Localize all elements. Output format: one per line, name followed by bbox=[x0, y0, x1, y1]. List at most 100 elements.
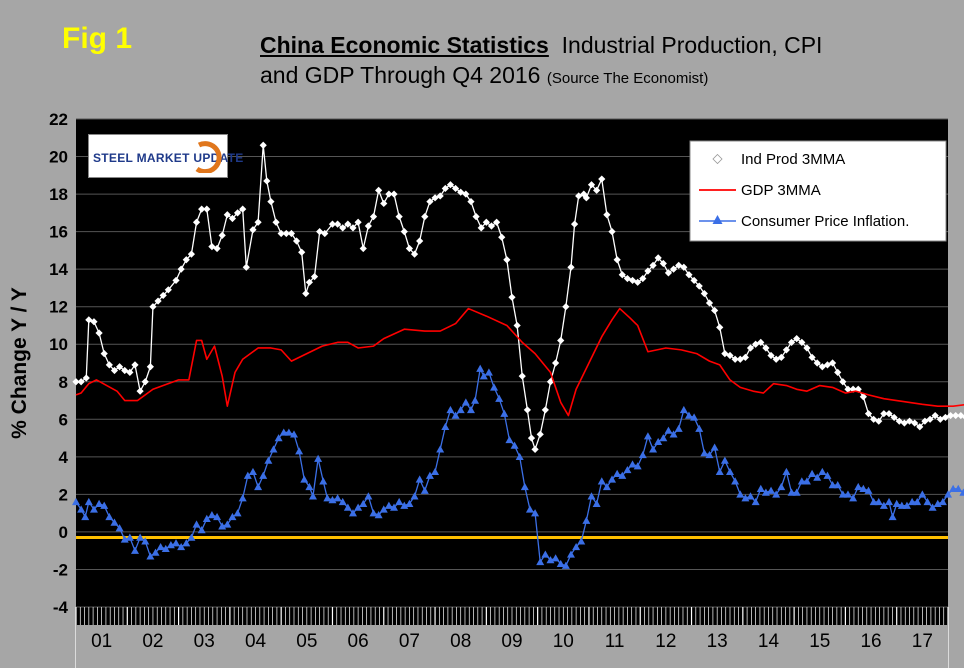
legend-marker-cpi bbox=[712, 215, 723, 224]
cpi-point bbox=[314, 454, 323, 462]
ind-prod-point bbox=[100, 350, 108, 358]
cpi-point bbox=[818, 467, 827, 476]
ind-prod-point bbox=[675, 261, 683, 269]
ind-prod-point bbox=[762, 344, 770, 352]
cpi-point bbox=[828, 481, 837, 489]
cpi-point bbox=[849, 494, 858, 502]
cpi-point bbox=[541, 550, 550, 558]
ind-prod-point bbox=[808, 353, 816, 361]
cpi-point bbox=[338, 497, 347, 506]
ind-prod-point bbox=[870, 415, 878, 423]
cpi-point bbox=[928, 503, 937, 511]
cpi-point bbox=[854, 482, 863, 491]
x-tick-label: 09 bbox=[501, 631, 522, 652]
ind-prod-point bbox=[421, 213, 429, 221]
cpi-point bbox=[505, 435, 514, 444]
ind-prod-point bbox=[503, 256, 511, 264]
cpi-point bbox=[923, 497, 932, 506]
cpi-point bbox=[892, 499, 901, 507]
ind-prod-point bbox=[482, 218, 490, 226]
cpi-point bbox=[556, 559, 565, 568]
cpi-point bbox=[290, 430, 298, 438]
ind-prod-point bbox=[644, 267, 652, 275]
legend-box bbox=[689, 140, 947, 242]
cpi-point bbox=[690, 413, 699, 421]
cpi-point bbox=[782, 467, 791, 476]
ind-prod-point bbox=[787, 338, 796, 346]
ind-prod-point bbox=[711, 306, 719, 315]
x-tick-label: 13 bbox=[707, 631, 728, 652]
x-tick-label: 15 bbox=[809, 631, 830, 652]
cpi-point bbox=[746, 492, 755, 500]
cpi-point bbox=[348, 509, 357, 517]
ind-prod-point bbox=[957, 411, 964, 420]
cpi-point bbox=[374, 511, 383, 519]
cpi-point bbox=[525, 505, 534, 513]
cpi-point bbox=[684, 411, 693, 419]
cpi-point bbox=[425, 471, 434, 479]
cpi-point bbox=[390, 503, 399, 511]
y-tick-label: 6 bbox=[59, 410, 68, 429]
ind-prod-point bbox=[385, 190, 393, 198]
ind-prod-point bbox=[603, 211, 611, 219]
cpi-point bbox=[130, 546, 139, 554]
x-tick-label: 03 bbox=[194, 631, 215, 652]
ind-prod-point bbox=[685, 271, 693, 279]
legend: Ind Prod 3MMA GDP 3MMA Consumer Price In… bbox=[689, 140, 947, 242]
cpi-point bbox=[254, 482, 263, 491]
cpi-point bbox=[248, 467, 257, 476]
cpi-point bbox=[295, 447, 304, 455]
cpi-point bbox=[136, 533, 145, 541]
cpi-point bbox=[446, 405, 455, 414]
ind-prod-point bbox=[552, 359, 560, 367]
cpi-point bbox=[792, 488, 801, 496]
ind-prod-point bbox=[198, 205, 206, 213]
cpi-point bbox=[451, 411, 460, 419]
cpi-point bbox=[197, 526, 206, 534]
cpi-point bbox=[838, 490, 847, 498]
series-line-gdp bbox=[75, 307, 964, 417]
ind-prod-point bbox=[462, 190, 470, 198]
cpi-point bbox=[100, 501, 109, 509]
series-layer bbox=[72, 141, 964, 569]
chart-title-line2: and GDP Through Q4 2016 (Source The Econ… bbox=[260, 62, 708, 89]
ind-prod-point bbox=[895, 417, 903, 425]
cpi-point bbox=[664, 426, 673, 434]
cpi-point bbox=[84, 497, 93, 506]
ind-prod-point bbox=[316, 228, 324, 236]
cpi-point bbox=[628, 460, 637, 468]
ind-prod-point bbox=[498, 233, 506, 241]
cpi-point bbox=[933, 499, 942, 507]
ind-prod-point bbox=[116, 363, 124, 371]
ind-prod-point bbox=[493, 218, 501, 226]
cpi-point bbox=[461, 398, 470, 406]
cpi-point bbox=[959, 488, 964, 496]
cpi-point bbox=[305, 482, 314, 491]
cpi-point bbox=[597, 477, 606, 485]
ind-prod-point bbox=[527, 434, 536, 442]
ind-prod-point bbox=[598, 175, 606, 183]
series-gdp bbox=[75, 307, 964, 417]
chart-title-line2-text: and GDP Through Q4 2016 bbox=[260, 62, 541, 88]
cpi-point bbox=[536, 557, 545, 566]
ind-prod-point bbox=[777, 353, 785, 361]
ind-prod-point bbox=[239, 205, 247, 213]
cpi-point bbox=[874, 497, 883, 506]
ind-prod-point bbox=[639, 274, 647, 283]
cpi-point bbox=[343, 503, 352, 511]
ind-prod-point bbox=[146, 363, 154, 371]
cpi-point bbox=[772, 490, 781, 498]
cpi-point bbox=[885, 497, 894, 506]
cpi-point bbox=[156, 542, 165, 551]
cpi-point bbox=[369, 509, 378, 517]
ind-prod-point bbox=[649, 261, 657, 269]
ind-prod-point bbox=[77, 378, 85, 386]
ind-prod-point bbox=[182, 256, 190, 264]
ind-prod-point bbox=[254, 218, 262, 226]
cpi-point bbox=[577, 537, 586, 545]
cpi-point bbox=[471, 396, 480, 404]
ind-prod-point bbox=[149, 303, 157, 311]
ind-prod-point bbox=[287, 229, 296, 238]
y-tick-label: 12 bbox=[49, 298, 68, 317]
ind-prod-point bbox=[233, 209, 242, 217]
